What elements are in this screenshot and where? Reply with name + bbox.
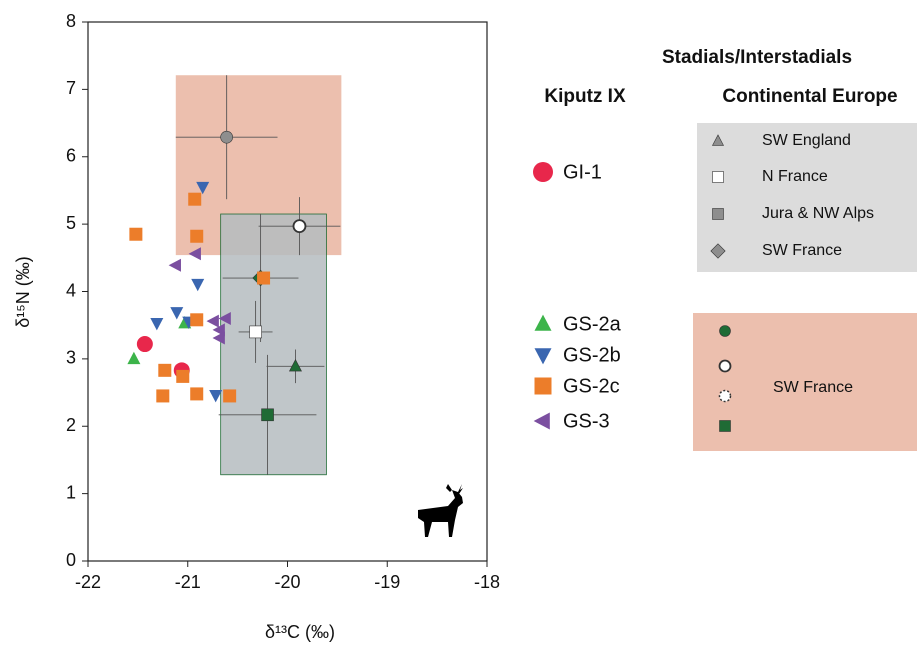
point — [127, 352, 140, 364]
y-tick-label: 0 — [66, 550, 76, 570]
legend-marker — [535, 348, 552, 364]
legend-label: GS-2c — [563, 375, 620, 397]
x-axis-label: δ¹³C (‰) — [265, 622, 335, 642]
point — [169, 259, 181, 272]
point — [150, 318, 163, 330]
legend-label: GS-2b — [563, 344, 621, 366]
point — [188, 193, 201, 206]
legend-label: GS-2a — [563, 313, 622, 335]
y-tick-label: 1 — [66, 482, 76, 502]
reference-point — [293, 220, 305, 232]
y-tick-label: 2 — [66, 415, 76, 435]
legend-marker — [534, 413, 550, 430]
legend-label: Jura & NW Alps — [762, 205, 874, 222]
y-tick-label: 5 — [66, 213, 76, 233]
x-tick-label: -18 — [474, 572, 500, 592]
reference-point — [262, 409, 274, 421]
y-tick-label: 8 — [66, 11, 76, 31]
legend-marker — [713, 209, 724, 220]
legend-kiputz-title: Kiputz IX — [544, 86, 626, 107]
legend-europe-title: Continental Europe — [722, 86, 897, 107]
point — [137, 336, 153, 352]
x-tick-label: -19 — [374, 572, 400, 592]
chart: δ¹³C (‰) δ¹⁵N (‰) Stadials/Interstadials… — [0, 0, 917, 646]
point — [257, 272, 270, 285]
reference-point — [250, 326, 262, 338]
x-tick-label: -22 — [75, 572, 101, 592]
y-axis-label: δ¹⁵N (‰) — [13, 256, 33, 327]
legend-marker — [720, 421, 731, 432]
legend-title: Stadials/Interstadials — [662, 47, 852, 68]
point — [223, 389, 236, 402]
y-tick-label: 7 — [66, 78, 76, 98]
legend-label: N France — [762, 168, 828, 185]
point — [176, 370, 189, 383]
point — [158, 364, 171, 377]
point — [190, 230, 203, 243]
range-box — [221, 214, 327, 475]
reference-point — [221, 131, 233, 143]
point — [207, 315, 219, 328]
y-tick-label: 3 — [66, 348, 76, 368]
legend-label: SW France — [762, 242, 842, 259]
legend-label: GI-1 — [563, 161, 602, 183]
legend-marker — [713, 172, 724, 183]
legend-marker — [720, 391, 731, 402]
x-tick-label: -20 — [274, 572, 300, 592]
point — [191, 279, 204, 291]
legend-marker — [535, 378, 552, 395]
legend-swfrance-label: SW France — [773, 379, 853, 396]
point — [209, 390, 222, 402]
point — [190, 313, 203, 326]
point — [129, 228, 142, 241]
legend-marker — [535, 315, 552, 331]
y-tick-label: 6 — [66, 146, 76, 166]
legend-label: GS-3 — [563, 410, 610, 432]
x-tick-label: -21 — [175, 572, 201, 592]
point — [190, 387, 203, 400]
point — [170, 307, 183, 319]
legend-marker — [720, 361, 731, 372]
legend-marker — [533, 162, 553, 182]
elk-icon — [418, 484, 463, 537]
point — [213, 331, 225, 344]
y-tick-label: 4 — [66, 280, 76, 300]
legend-marker — [720, 326, 731, 337]
legend-label: SW England — [762, 132, 851, 149]
point — [156, 389, 169, 402]
